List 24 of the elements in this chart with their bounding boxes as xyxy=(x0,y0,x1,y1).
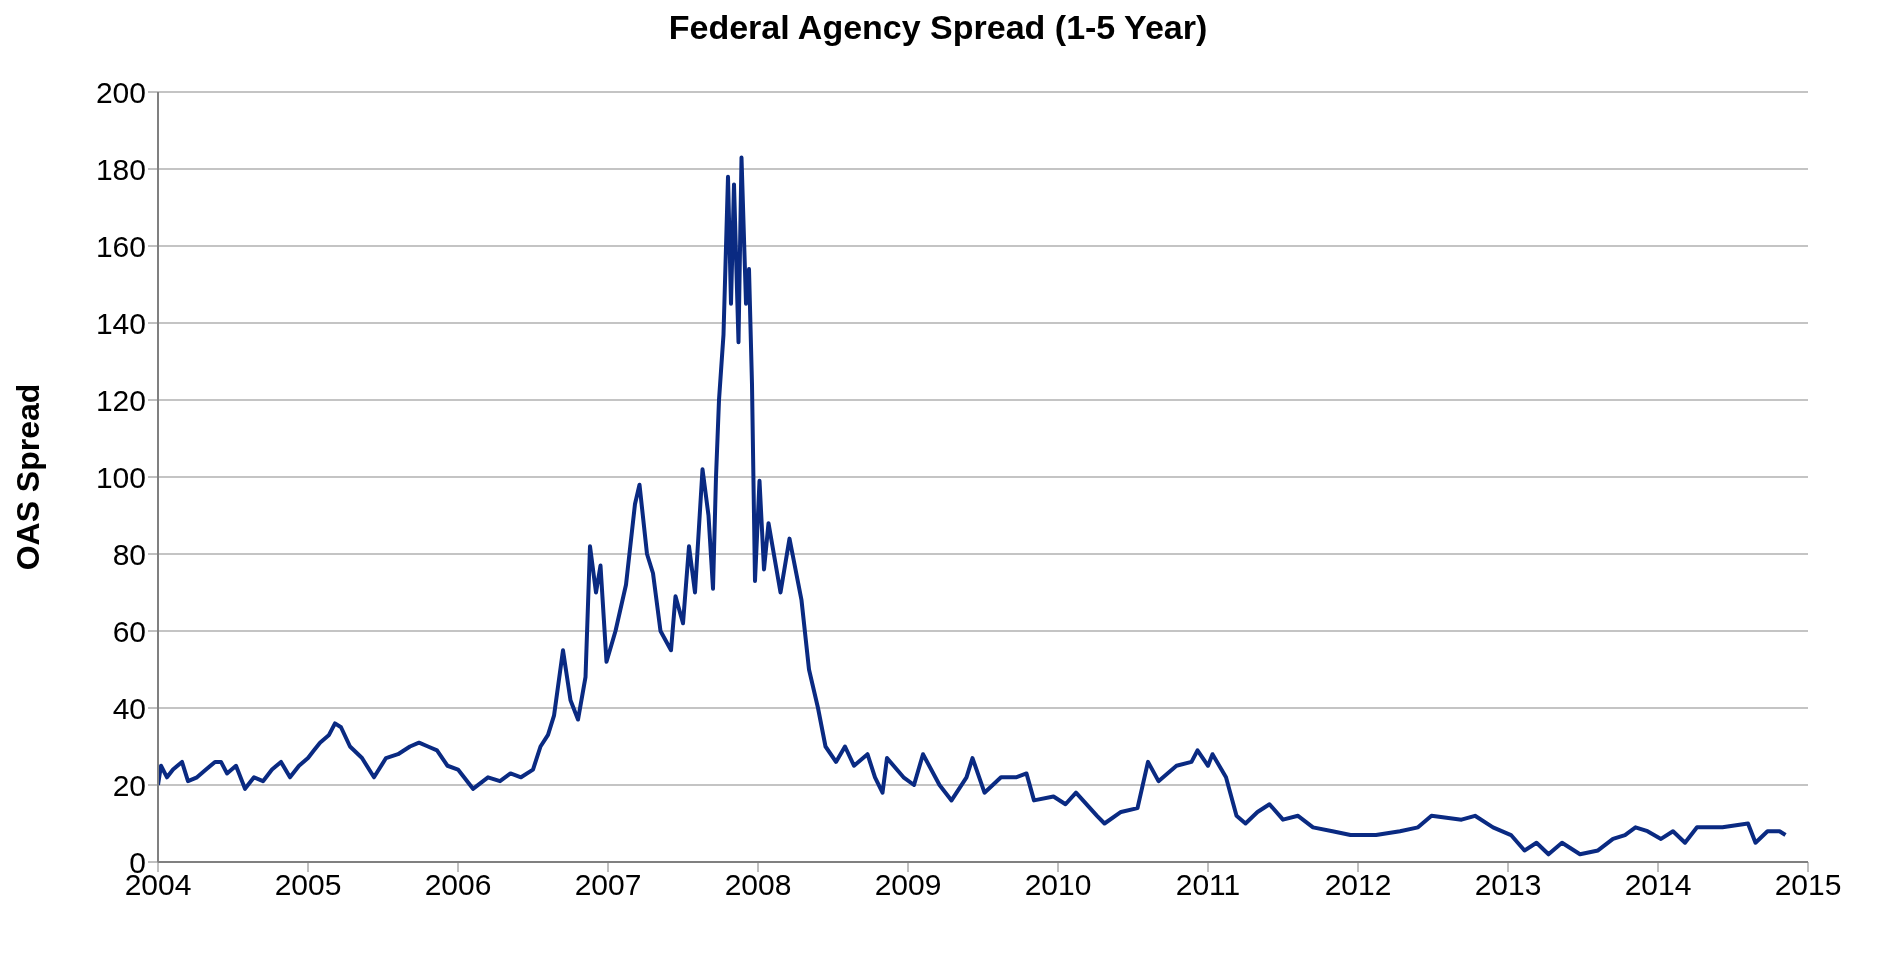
y-tick-label: 200 xyxy=(95,75,146,109)
y-tick-label: 80 xyxy=(112,537,146,571)
chart-title: Federal Agency Spread (1-5 Year) xyxy=(667,8,1209,48)
x-tick-label: 2006 xyxy=(424,868,492,902)
y-tick-label: 180 xyxy=(95,152,146,186)
y-tick-label: 20 xyxy=(112,768,146,802)
y-tick-label: 120 xyxy=(95,383,146,417)
y-tick-label: 100 xyxy=(95,460,146,494)
x-tick-label: 2012 xyxy=(1324,868,1392,902)
x-tick-label: 2013 xyxy=(1474,868,1542,902)
y-tick-label: 160 xyxy=(95,229,146,263)
y-tick-label: 40 xyxy=(112,691,146,725)
x-tick-label: 2014 xyxy=(1624,868,1692,902)
y-axis-title: OAS Spread xyxy=(10,383,47,571)
x-tick-label: 2007 xyxy=(574,868,642,902)
x-tick-label: 2010 xyxy=(1024,868,1092,902)
y-tick-label: 60 xyxy=(112,614,146,648)
x-tick-label: 2009 xyxy=(874,868,942,902)
x-tick-label: 2011 xyxy=(1175,868,1241,902)
x-tick-label: 2015 xyxy=(1774,868,1842,902)
x-tick-label: 2008 xyxy=(724,868,792,902)
x-tick-label: 2005 xyxy=(274,868,342,902)
y-tick-label: 140 xyxy=(95,306,146,340)
line-series xyxy=(158,155,1788,857)
